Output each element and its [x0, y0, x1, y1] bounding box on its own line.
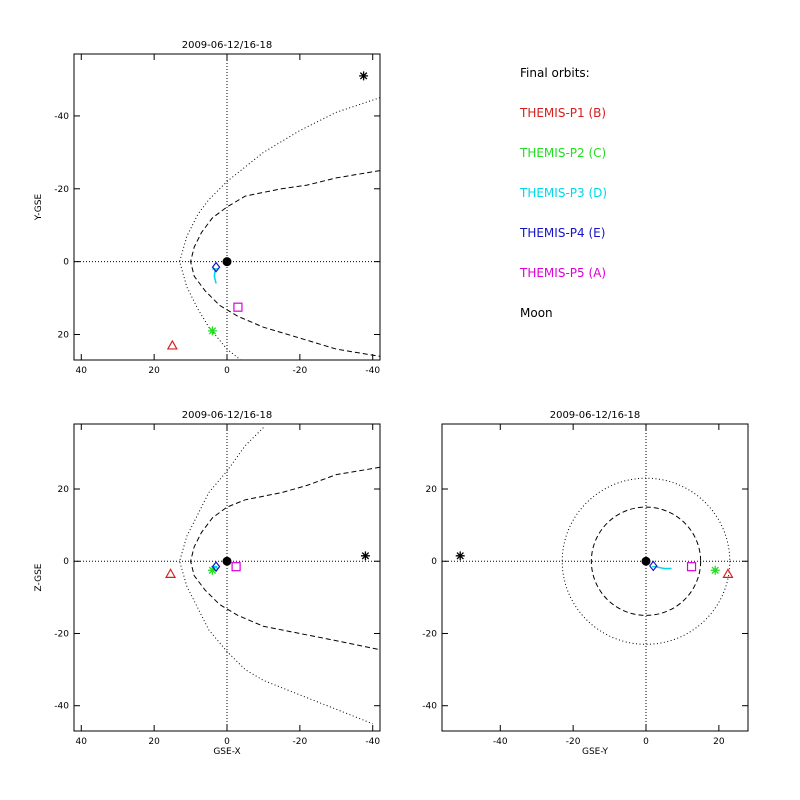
- marker-moon: [359, 71, 369, 81]
- y-tick-label: -40: [422, 702, 437, 712]
- boundary-curve-dotted-0: [179, 97, 380, 360]
- y-tick-label: 0: [431, 557, 437, 567]
- y-tick-label: -20: [54, 629, 69, 639]
- marker-themis-p1-b: [722, 568, 734, 578]
- x-tick-label: -40: [365, 366, 380, 376]
- y-tick-label: -40: [54, 702, 69, 712]
- panel-xy-plane: 40 20 0 -20 -40 -40 -20 0 20 2009-06-12/16-18 Y-GS…: [34, 40, 381, 376]
- legend-item-themis-p2: THEMIS-P2 (C): [520, 146, 607, 160]
- earth-marker: [641, 556, 651, 566]
- marker-themis-p5-a: [231, 562, 241, 572]
- x-tick-label: 0: [224, 737, 230, 747]
- boundary-curve-dotted-0: [179, 427, 373, 725]
- x-tick-label: 0: [643, 737, 649, 747]
- x-tick-label: 40: [76, 366, 88, 376]
- legend-item-themis-p5: THEMIS-P5 (A): [520, 266, 607, 280]
- legend-heading: Final orbits:: [520, 66, 590, 80]
- legend-item-moon: Moon: [520, 306, 553, 320]
- y-tick-label: -40: [54, 112, 69, 122]
- orbit-legend: Final orbits: THEMIS-P1 (B) THEMIS-P2 (C…: [520, 66, 780, 336]
- x-tick-label: 20: [148, 366, 160, 376]
- panel-title: 2009-06-12/16-18: [550, 410, 641, 421]
- marker-moon: [455, 551, 465, 561]
- y-tick-label: 0: [63, 258, 69, 268]
- plot-area: [442, 424, 748, 731]
- x-tick-label: -40: [365, 737, 380, 747]
- earth-marker: [222, 257, 232, 267]
- x-tick-label: -40: [493, 737, 508, 747]
- marker-themis-p4-e: [211, 261, 221, 273]
- panel-title: 2009-06-12/16-18: [182, 40, 273, 51]
- boundary-circle-dotted-0: [561, 477, 731, 645]
- marker-themis-p1-b: [166, 339, 178, 350]
- legend-item-themis-p1: THEMIS-P1 (B): [520, 106, 607, 120]
- x-tick-label: 0: [224, 366, 230, 376]
- x-axis-label: GSE-Y: [582, 747, 609, 757]
- plot-area: [74, 424, 380, 731]
- marker-themis-p1-b: [165, 568, 177, 578]
- y-tick-label: 20: [58, 485, 70, 495]
- x-axis-label: GSE-X: [213, 747, 240, 757]
- x-tick-label: -20: [293, 366, 308, 376]
- legend-item-themis-p3: THEMIS-P3 (D): [520, 186, 608, 200]
- marker-themis-p2-c: [710, 565, 720, 575]
- panel-title: 2009-06-12/16-18: [182, 410, 273, 421]
- boundary-curve-dashed-1: [190, 466, 380, 651]
- marker-themis-p2-c: [207, 565, 217, 575]
- marker-themis-p2-c: [207, 326, 217, 336]
- y-tick-label: 0: [63, 557, 69, 567]
- marker-themis-p4-e: [211, 561, 221, 573]
- boundary-circle-dashed-1: [590, 506, 702, 616]
- y-tick-label: -20: [422, 629, 437, 639]
- y-axis-label: Y-GSE: [34, 194, 44, 222]
- plot-frame: [441, 423, 749, 732]
- marker-themis-p3-d-track: [213, 268, 217, 284]
- y-tick-label: -20: [54, 185, 69, 195]
- marker-themis-p5-a: [686, 562, 697, 572]
- x-tick-label: 20: [713, 737, 725, 747]
- marker-moon: [360, 551, 370, 561]
- boundary-curve-dashed-1: [190, 170, 380, 357]
- x-tick-label: 20: [148, 737, 160, 747]
- x-tick-label: -20: [293, 737, 308, 747]
- y-tick-label: 20: [426, 485, 438, 495]
- earth-marker: [222, 556, 232, 566]
- x-tick-label: -20: [566, 737, 581, 747]
- y-tick-label: 20: [58, 331, 70, 341]
- panel-yz-plane: -40 -20 0 20 -40 -20 0 20 2009-06-12/16-18 GSE-Y: [422, 410, 749, 757]
- marker-themis-p3-d-track: [654, 565, 672, 570]
- legend-item-themis-p4: THEMIS-P4 (E): [520, 226, 606, 240]
- y-axis-label: Z-GSE: [34, 563, 44, 591]
- marker-themis-p4-e: [649, 560, 658, 572]
- marker-themis-p5-a: [233, 302, 243, 312]
- x-tick-label: 40: [76, 737, 88, 747]
- plot-area: [74, 54, 380, 360]
- panel-xz-plane: 40 20 0 -20 -40 -40 -20 0 20 2009-06-12/16-18 GSE-…: [34, 410, 381, 757]
